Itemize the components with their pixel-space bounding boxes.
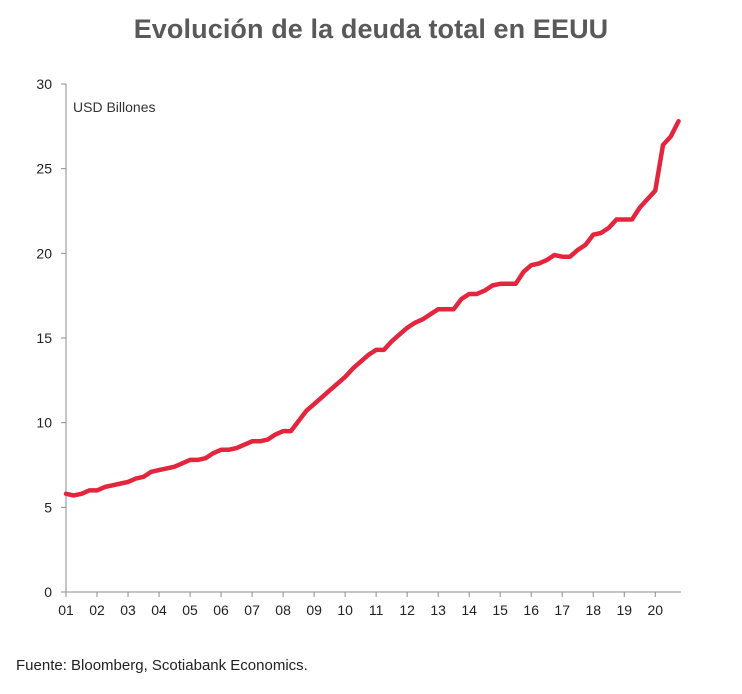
x-tick-label: 05 (182, 602, 198, 618)
x-tick-label: 15 (492, 602, 508, 618)
x-tick-label: 07 (244, 602, 260, 618)
x-axis: 01 02 03 04 05 06 07 08 09 10 11 12 13 14 15 16 17 18 19 20 (58, 591, 681, 618)
x-tick-label: 03 (120, 602, 136, 618)
chart-title: Evolución de la deuda total en EEUU (133, 14, 609, 44)
x-tick-label: 12 (399, 602, 415, 618)
x-tick-label: 01 (58, 602, 74, 618)
series-line-0 (63, 119, 681, 498)
y-tick-label: 0 (44, 584, 52, 600)
x-tick-label: 19 (616, 602, 632, 618)
x-tick-label: 14 (461, 602, 477, 618)
x-tick-label: 08 (275, 602, 291, 618)
x-tick-label: 10 (337, 602, 353, 618)
x-tick-label: 20 (647, 602, 663, 618)
y-tick-label: 30 (36, 76, 52, 92)
x-tick-label: 13 (430, 602, 446, 618)
y-tick-label: 15 (36, 330, 52, 346)
series-layer (63, 119, 681, 498)
y-tick-label: 5 (44, 499, 52, 515)
source-note: Fuente: Bloomberg, Scotiabank Economics. (16, 657, 308, 674)
y-axis: 0 5 10 15 20 25 30 (36, 76, 67, 600)
y-tick-label: 10 (36, 415, 52, 431)
y-tick-label: 25 (36, 161, 52, 177)
x-tick-label: 04 (151, 602, 167, 618)
x-tick-label: 16 (523, 602, 539, 618)
unit-label: USD Billones (73, 99, 155, 115)
x-tick-label: 02 (89, 602, 105, 618)
y-tick-label: 20 (36, 245, 52, 261)
x-tick-label: 17 (554, 602, 570, 618)
x-tick-label: 18 (585, 602, 601, 618)
x-tick-label: 11 (369, 602, 384, 618)
x-tick-label: 06 (213, 602, 229, 618)
x-tick-label: 09 (306, 602, 322, 618)
